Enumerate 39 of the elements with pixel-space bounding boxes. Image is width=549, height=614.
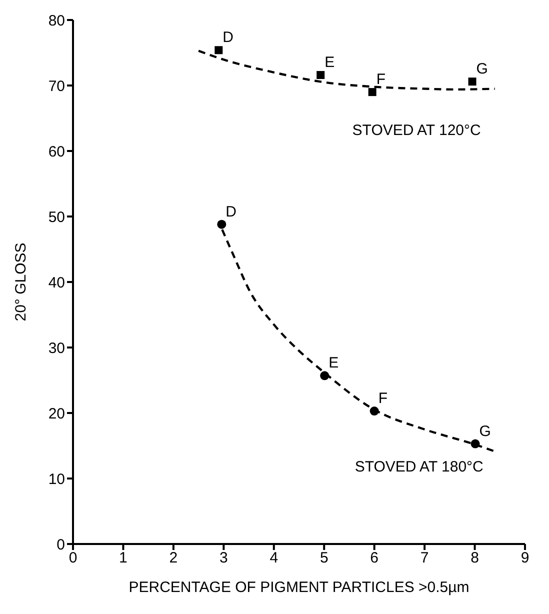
point	[320, 371, 330, 380]
x-tick-label: 6	[370, 550, 379, 567]
annotation: D	[222, 29, 234, 46]
y-tick-label: 0	[56, 536, 65, 554]
x-tick-label: 8	[470, 550, 479, 567]
annotation: G	[479, 422, 491, 440]
x-tick-label: 7	[420, 550, 429, 567]
point	[217, 220, 226, 229]
x-tick-label: 5	[320, 550, 328, 567]
x-tick-label: 1	[119, 550, 128, 567]
y-tick-label: 80	[48, 12, 65, 30]
point	[470, 439, 480, 448]
x-tick-label: 3	[219, 550, 228, 567]
y-tick-label: 30	[48, 340, 65, 357]
y-tick-label: 20	[48, 405, 65, 422]
y-axis-title: 20° GLOSS	[12, 242, 30, 322]
annotation: F	[378, 390, 388, 408]
annotation: G	[476, 60, 488, 78]
point	[214, 46, 223, 54]
annotation: STOVED AT 120°C	[352, 122, 482, 139]
annotation: E	[324, 54, 335, 72]
annotation: STOVED AT 180°C	[354, 458, 484, 476]
point	[368, 88, 376, 96]
y-tick-label: 50	[48, 208, 65, 226]
point	[370, 406, 379, 416]
y-tick-label: 10	[48, 470, 65, 488]
y-tick-label: 70	[48, 78, 65, 95]
annotation: E	[328, 354, 339, 372]
x-tick-label: 4	[270, 550, 278, 567]
point	[468, 78, 476, 86]
x-tick-label: 0	[68, 550, 78, 567]
annotation: D	[226, 203, 237, 220]
y-tick-label: 60	[48, 143, 65, 160]
x-tick-label: 9	[520, 550, 530, 567]
x-axis-title: PERCENTAGE OF PIGMENT PARTICLES >0.5µm	[128, 579, 470, 596]
y-tick-label: 40	[48, 274, 65, 292]
annotation: F	[376, 71, 386, 88]
x-tick-label: 2	[169, 550, 178, 567]
point	[316, 71, 325, 80]
